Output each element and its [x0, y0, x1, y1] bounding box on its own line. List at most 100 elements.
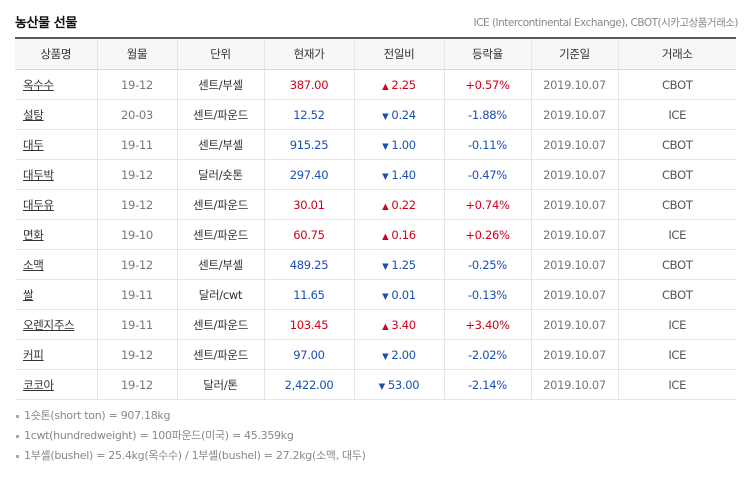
date-cell: 2019.10.07 — [530, 339, 618, 370]
exchange-cell: CBOT — [617, 189, 736, 220]
rate-cell: -0.13% — [443, 279, 531, 310]
price-cell: 60.75 — [263, 219, 354, 250]
header-change: 전일비 — [353, 38, 444, 70]
note-item: 1숏톤(short ton) = 907.18kg — [16, 406, 366, 426]
month-cell: 19-12 — [96, 189, 177, 220]
price-cell: 387.00 — [263, 69, 354, 100]
change-cell: ▼ 0.24 — [353, 99, 444, 130]
change-value: 1.00 — [391, 137, 416, 152]
commodity-link[interactable]: 커피 — [23, 347, 44, 362]
change-value: 1.25 — [391, 257, 416, 272]
price-cell: 103.45 — [263, 309, 354, 340]
commodity-link[interactable]: 대두박 — [23, 167, 54, 182]
date-cell: 2019.10.07 — [530, 219, 618, 250]
down-arrow-icon: ▼ — [382, 291, 389, 302]
date-cell: 2019.10.07 — [530, 69, 618, 100]
unit-cell: 센트/파운드 — [176, 339, 264, 370]
month-cell: 19-10 — [96, 219, 177, 250]
down-arrow-icon: ▼ — [382, 261, 389, 272]
change-cell: ▲ 2.25 — [353, 69, 444, 100]
exchange-cell: CBOT — [617, 279, 736, 310]
table-header-row: 상품명 월물 단위 현재가 전일비 등락율 기준일 거래소 — [15, 38, 736, 70]
unit-cell: 센트/파운드 — [176, 219, 264, 250]
up-arrow-icon: ▲ — [382, 321, 389, 332]
date-cell: 2019.10.07 — [530, 369, 618, 400]
exchange-cell: CBOT — [617, 159, 736, 190]
price-cell: 2,422.00 — [263, 369, 354, 400]
price-cell: 297.40 — [263, 159, 354, 190]
down-arrow-icon: ▼ — [382, 171, 389, 182]
down-arrow-icon: ▼ — [378, 381, 386, 392]
commodity-cell: 설탕 — [15, 99, 97, 130]
rate-cell: +3.40% — [443, 309, 531, 340]
rate-cell: -2.02% — [443, 339, 531, 370]
bullet-icon — [16, 434, 19, 438]
commodity-cell: 면화 — [15, 219, 97, 250]
header-unit: 단위 — [176, 38, 264, 70]
unit-cell: 센트/파운드 — [176, 309, 264, 340]
table-row: 쌀 19-11 달러/cwt 11.65 ▼ 0.01 -0.13% 2019.10.07 CB… — [15, 279, 736, 310]
exchange-cell: ICE — [617, 369, 736, 400]
change-cell: ▲ 0.22 — [353, 189, 444, 220]
change-cell: ▼ 53.00 — [353, 369, 444, 400]
exchange-cell: ICE — [617, 309, 736, 340]
up-arrow-icon: ▲ — [382, 201, 389, 212]
header-rate: 등락율 — [443, 38, 531, 70]
bullet-icon — [16, 454, 19, 458]
date-cell: 2019.10.07 — [530, 129, 618, 160]
change-cell: ▲ 3.40 — [353, 309, 444, 340]
commodity-link[interactable]: 설탕 — [23, 107, 44, 122]
table-row: 면화 19-10 센트/파운드 60.75 ▲ 0.16 +0.26% 2019.10.07 I… — [15, 219, 736, 250]
rate-cell: -0.25% — [443, 249, 531, 280]
note-text: 1cwt(hundredweight) = 100파운드(미국) = 45.35… — [24, 429, 294, 442]
commodity-cell: 소맥 — [15, 249, 97, 280]
month-cell: 19-12 — [96, 369, 177, 400]
rate-cell: +0.74% — [443, 189, 531, 220]
table-row: 대두박 19-12 달러/숏톤 297.40 ▼ 1.40 -0.47% 2019.10.07… — [15, 159, 736, 190]
date-cell: 2019.10.07 — [530, 309, 618, 340]
commodity-link[interactable]: 면화 — [23, 227, 44, 242]
commodity-link[interactable]: 대두 — [23, 137, 44, 152]
down-arrow-icon: ▼ — [382, 351, 389, 362]
table-row: 대두 19-11 센트/부셸 915.25 ▼ 1.00 -0.11% 2019.10.07 C… — [15, 129, 736, 160]
unit-cell: 센트/부셸 — [176, 129, 264, 160]
unit-cell: 달러/cwt — [176, 279, 264, 310]
commodity-link[interactable]: 쌀 — [23, 287, 34, 302]
exchange-cell: ICE — [617, 339, 736, 370]
change-value: 0.01 — [391, 287, 416, 302]
table-row: 커피 19-12 센트/파운드 97.00 ▼ 2.00 -2.02% 2019.10.07 I… — [15, 339, 736, 370]
commodity-link[interactable]: 옥수수 — [23, 77, 54, 92]
month-cell: 19-12 — [96, 249, 177, 280]
down-arrow-icon: ▼ — [382, 141, 389, 152]
header-month: 월물 — [96, 38, 177, 70]
unit-cell: 달러/톤 — [176, 369, 264, 400]
change-value: 0.22 — [391, 197, 416, 212]
price-cell: 97.00 — [263, 339, 354, 370]
note-text: 1숏톤(short ton) = 907.18kg — [24, 409, 171, 422]
month-cell: 20-03 — [96, 99, 177, 130]
commodity-link[interactable]: 오렌지주스 — [23, 317, 75, 332]
unit-cell: 센트/부셸 — [176, 249, 264, 280]
price-cell: 915.25 — [263, 129, 354, 160]
change-cell: ▼ 1.00 — [353, 129, 444, 160]
rate-cell: +0.57% — [443, 69, 531, 100]
commodity-link[interactable]: 코코아 — [23, 377, 54, 392]
change-value: 0.16 — [391, 227, 416, 242]
commodity-link[interactable]: 대두유 — [23, 197, 54, 212]
date-cell: 2019.10.07 — [530, 279, 618, 310]
price-cell: 489.25 — [263, 249, 354, 280]
date-cell: 2019.10.07 — [530, 249, 618, 280]
table-row: 오렌지주스 19-11 센트/파운드 103.45 ▲ 3.40 +3.40% 2019.10… — [15, 309, 736, 340]
date-cell: 2019.10.07 — [530, 159, 618, 190]
commodity-cell: 쌀 — [15, 279, 97, 310]
change-cell: ▼ 0.01 — [353, 279, 444, 310]
price-cell: 12.52 — [263, 99, 354, 130]
exchange-cell: CBOT — [617, 249, 736, 280]
month-cell: 19-12 — [96, 69, 177, 100]
change-value: 3.40 — [391, 317, 416, 332]
commodity-link[interactable]: 소맥 — [23, 257, 44, 272]
change-value: 1.40 — [391, 167, 416, 182]
change-value: 2.25 — [391, 77, 416, 92]
rate-cell: -1.88% — [443, 99, 531, 130]
commodity-cell: 옥수수 — [15, 69, 97, 100]
